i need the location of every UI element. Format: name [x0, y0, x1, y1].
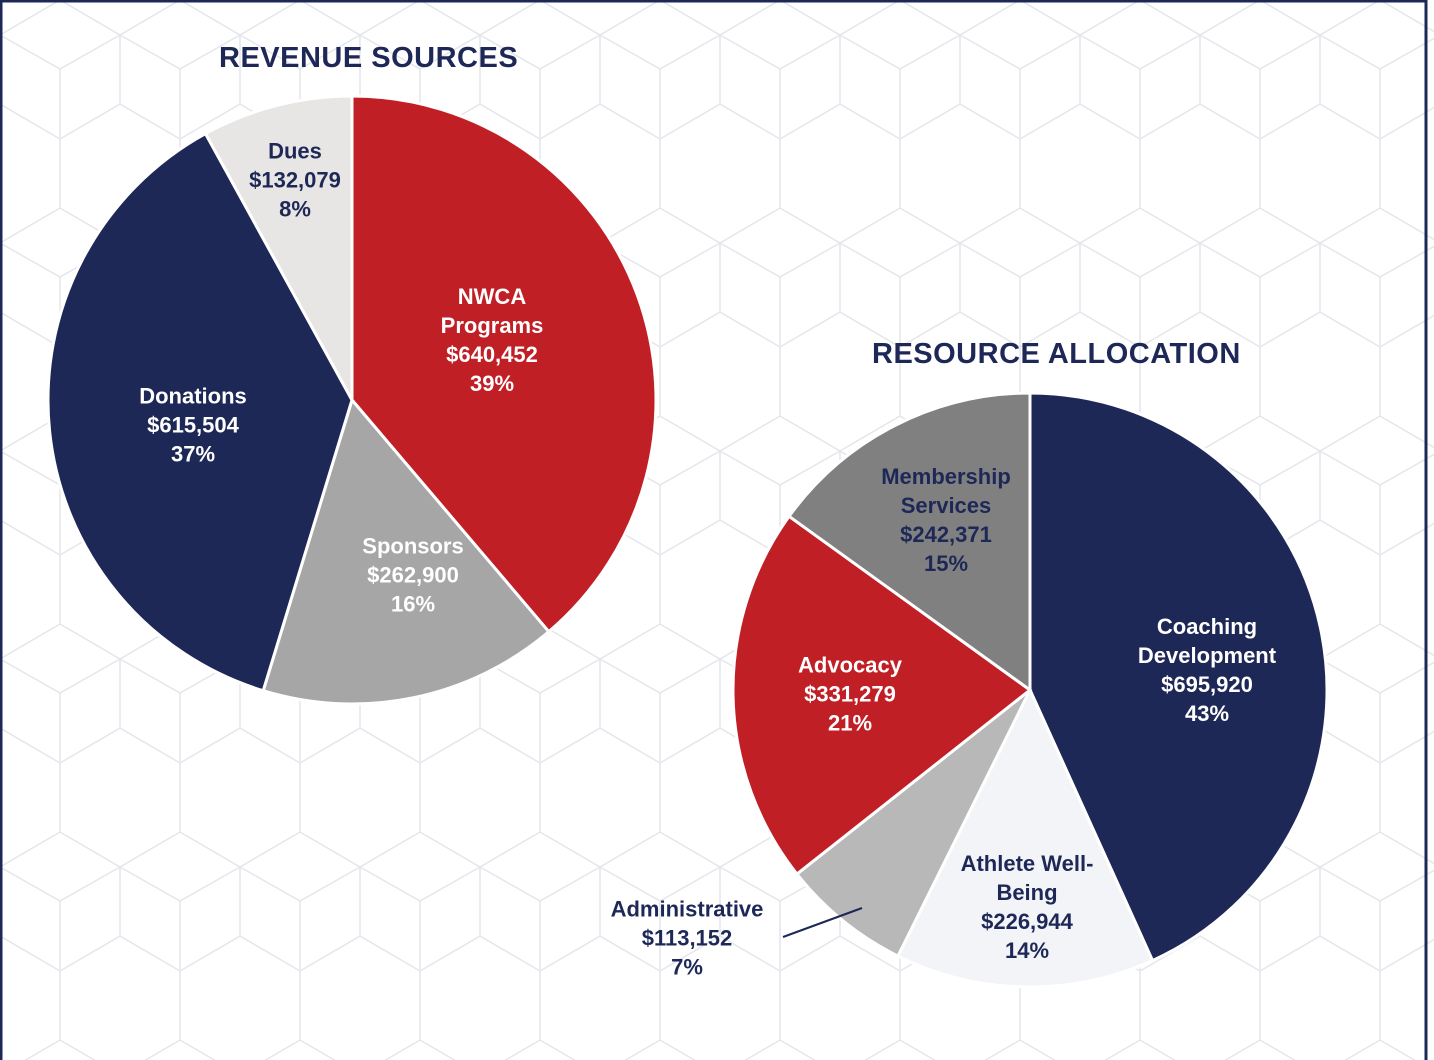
- pie-slice: [261, 396, 551, 706]
- slice-label: Athlete Well-Being $226,944 14%: [952, 849, 1102, 965]
- slice-label: Sponsors $262,900 16%: [338, 532, 488, 619]
- slice-name: NWCA Programs: [440, 284, 544, 338]
- slice-label: Administrative $113,152 7%: [587, 895, 787, 982]
- slice-name: Administrative: [610, 896, 764, 922]
- pie-slice: [350, 94, 658, 634]
- slice-label: Coaching Development $695,920 43%: [1117, 612, 1297, 728]
- slice-name: Membership Services: [881, 464, 1011, 518]
- pie-slice: [46, 131, 354, 693]
- slice-percent: 21%: [827, 710, 873, 736]
- slice-value: $331,279: [804, 681, 896, 707]
- slice-value: $262,900: [367, 562, 459, 588]
- pie-slice: [1028, 391, 1329, 963]
- slice-value: $132,079: [249, 167, 341, 193]
- slice-label: Dues $132,079 8%: [220, 137, 370, 224]
- pie-slice: [794, 688, 1032, 959]
- slice-name: Coaching Development: [1137, 614, 1277, 668]
- slice-value: $615,504: [147, 412, 239, 438]
- slice-name: Athlete Well-Being: [960, 851, 1094, 905]
- slice-percent: 39%: [469, 371, 515, 396]
- slice-label: Advocacy $331,279 21%: [775, 651, 925, 738]
- slice-percent: 8%: [279, 196, 311, 222]
- slice-percent: 7%: [671, 954, 703, 980]
- slice-percent: 14%: [1004, 938, 1050, 963]
- slice-percent: 16%: [390, 591, 436, 617]
- slice-value: $242,371: [900, 522, 992, 547]
- pie-slice: [731, 514, 1033, 877]
- slice-value: $640,452: [446, 342, 538, 367]
- pie-slice: [895, 686, 1155, 989]
- pie-slice: [203, 94, 354, 401]
- slice-label: Donations $615,504 37%: [118, 382, 268, 469]
- chart-title: REVENUE SOURCES: [219, 42, 519, 74]
- slice-name: Advocacy: [798, 652, 902, 678]
- slice-value: $113,152: [641, 925, 733, 951]
- slice-label: Membership Services $242,371 15%: [861, 462, 1031, 578]
- slice-name: Dues: [268, 138, 322, 164]
- slice-percent: 15%: [923, 551, 969, 576]
- pie-slice: [787, 391, 1032, 693]
- slice-label: NWCA Programs $640,452 39%: [417, 282, 567, 398]
- slice-percent: 37%: [170, 441, 216, 467]
- slice-value: $695,920: [1161, 672, 1253, 697]
- leader-line: [782, 907, 863, 938]
- chart-title: RESOURCE ALLOCATION: [872, 338, 1241, 370]
- slice-name: Donations: [139, 383, 247, 409]
- slice-name: Sponsors: [362, 533, 464, 559]
- slice-percent: 43%: [1184, 701, 1230, 726]
- slice-value: $226,944: [981, 909, 1073, 934]
